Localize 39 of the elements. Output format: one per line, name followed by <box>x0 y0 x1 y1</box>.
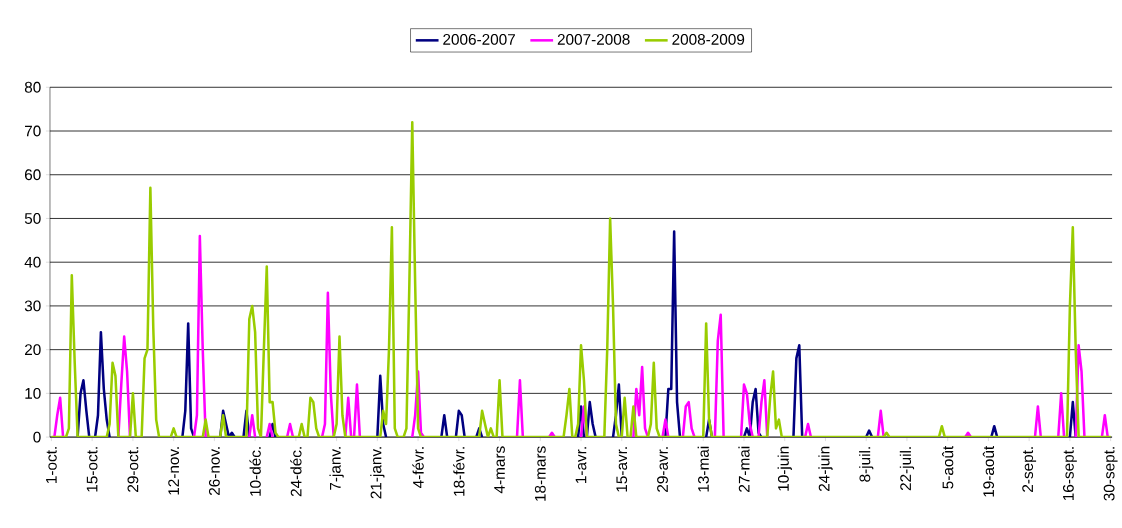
x-tick-label: 4-févr. <box>412 447 424 489</box>
x-tick-label: 22-juil. <box>899 447 915 491</box>
x-tick-label: 27-mai <box>738 447 750 493</box>
x-tick-label: 16-sept. <box>1062 447 1077 501</box>
y-tick-label: 80 <box>24 82 41 93</box>
x-tick-label: 29-avr. <box>657 447 668 493</box>
x-tick-label: 26-nov. <box>208 447 220 496</box>
x-tick-label: 10-juin <box>777 446 792 491</box>
legend-label: 2008-2009 <box>672 34 745 45</box>
x-tick-label: 7-janv. <box>329 447 344 491</box>
x-tick-label: 18-févr. <box>453 447 465 496</box>
x-tick-label: 4-mars <box>494 446 505 494</box>
x-tick-label: 12-nov. <box>168 447 180 495</box>
y-tick-label: 20 <box>24 344 41 356</box>
y-tick-label: 30 <box>24 300 41 312</box>
x-tick-label: 1-avr. <box>575 447 587 484</box>
x-tick-label: 30-sept. <box>1103 447 1118 501</box>
x-tick-label: 24-déc. <box>290 447 302 497</box>
x-tick-label: 15-avr. <box>616 447 628 492</box>
x-tick-label: 18-mars <box>534 446 546 501</box>
x-tick-label: 21-janv. <box>370 447 385 499</box>
legend-label: 2007-2008 <box>557 34 630 45</box>
x-tick-label: 15-oct. <box>86 447 98 492</box>
y-tick-label: 0 <box>33 431 41 443</box>
x-tick-label: 24-juin <box>818 446 833 492</box>
x-tick-label: 8-juil. <box>859 447 874 482</box>
y-tick-label: 60 <box>24 169 41 181</box>
x-tick-label: 1-oct. <box>46 447 57 484</box>
x-tick-label: 5-août <box>942 446 954 489</box>
y-tick-label: 70 <box>25 125 41 137</box>
y-tick-label: 50 <box>24 213 41 225</box>
y-tick-label: 10 <box>25 388 41 399</box>
y-tick-label: 40 <box>24 256 41 268</box>
x-tick-label: 10-déc. <box>249 447 261 496</box>
x-tick-label: 29-oct. <box>127 447 139 493</box>
x-tick-label: 13-mai <box>697 447 709 492</box>
x-tick-label: 2-sept. <box>1022 447 1037 493</box>
x-tick-label: 19-août <box>982 446 995 497</box>
legend-label: 2006-2007 <box>443 34 515 45</box>
